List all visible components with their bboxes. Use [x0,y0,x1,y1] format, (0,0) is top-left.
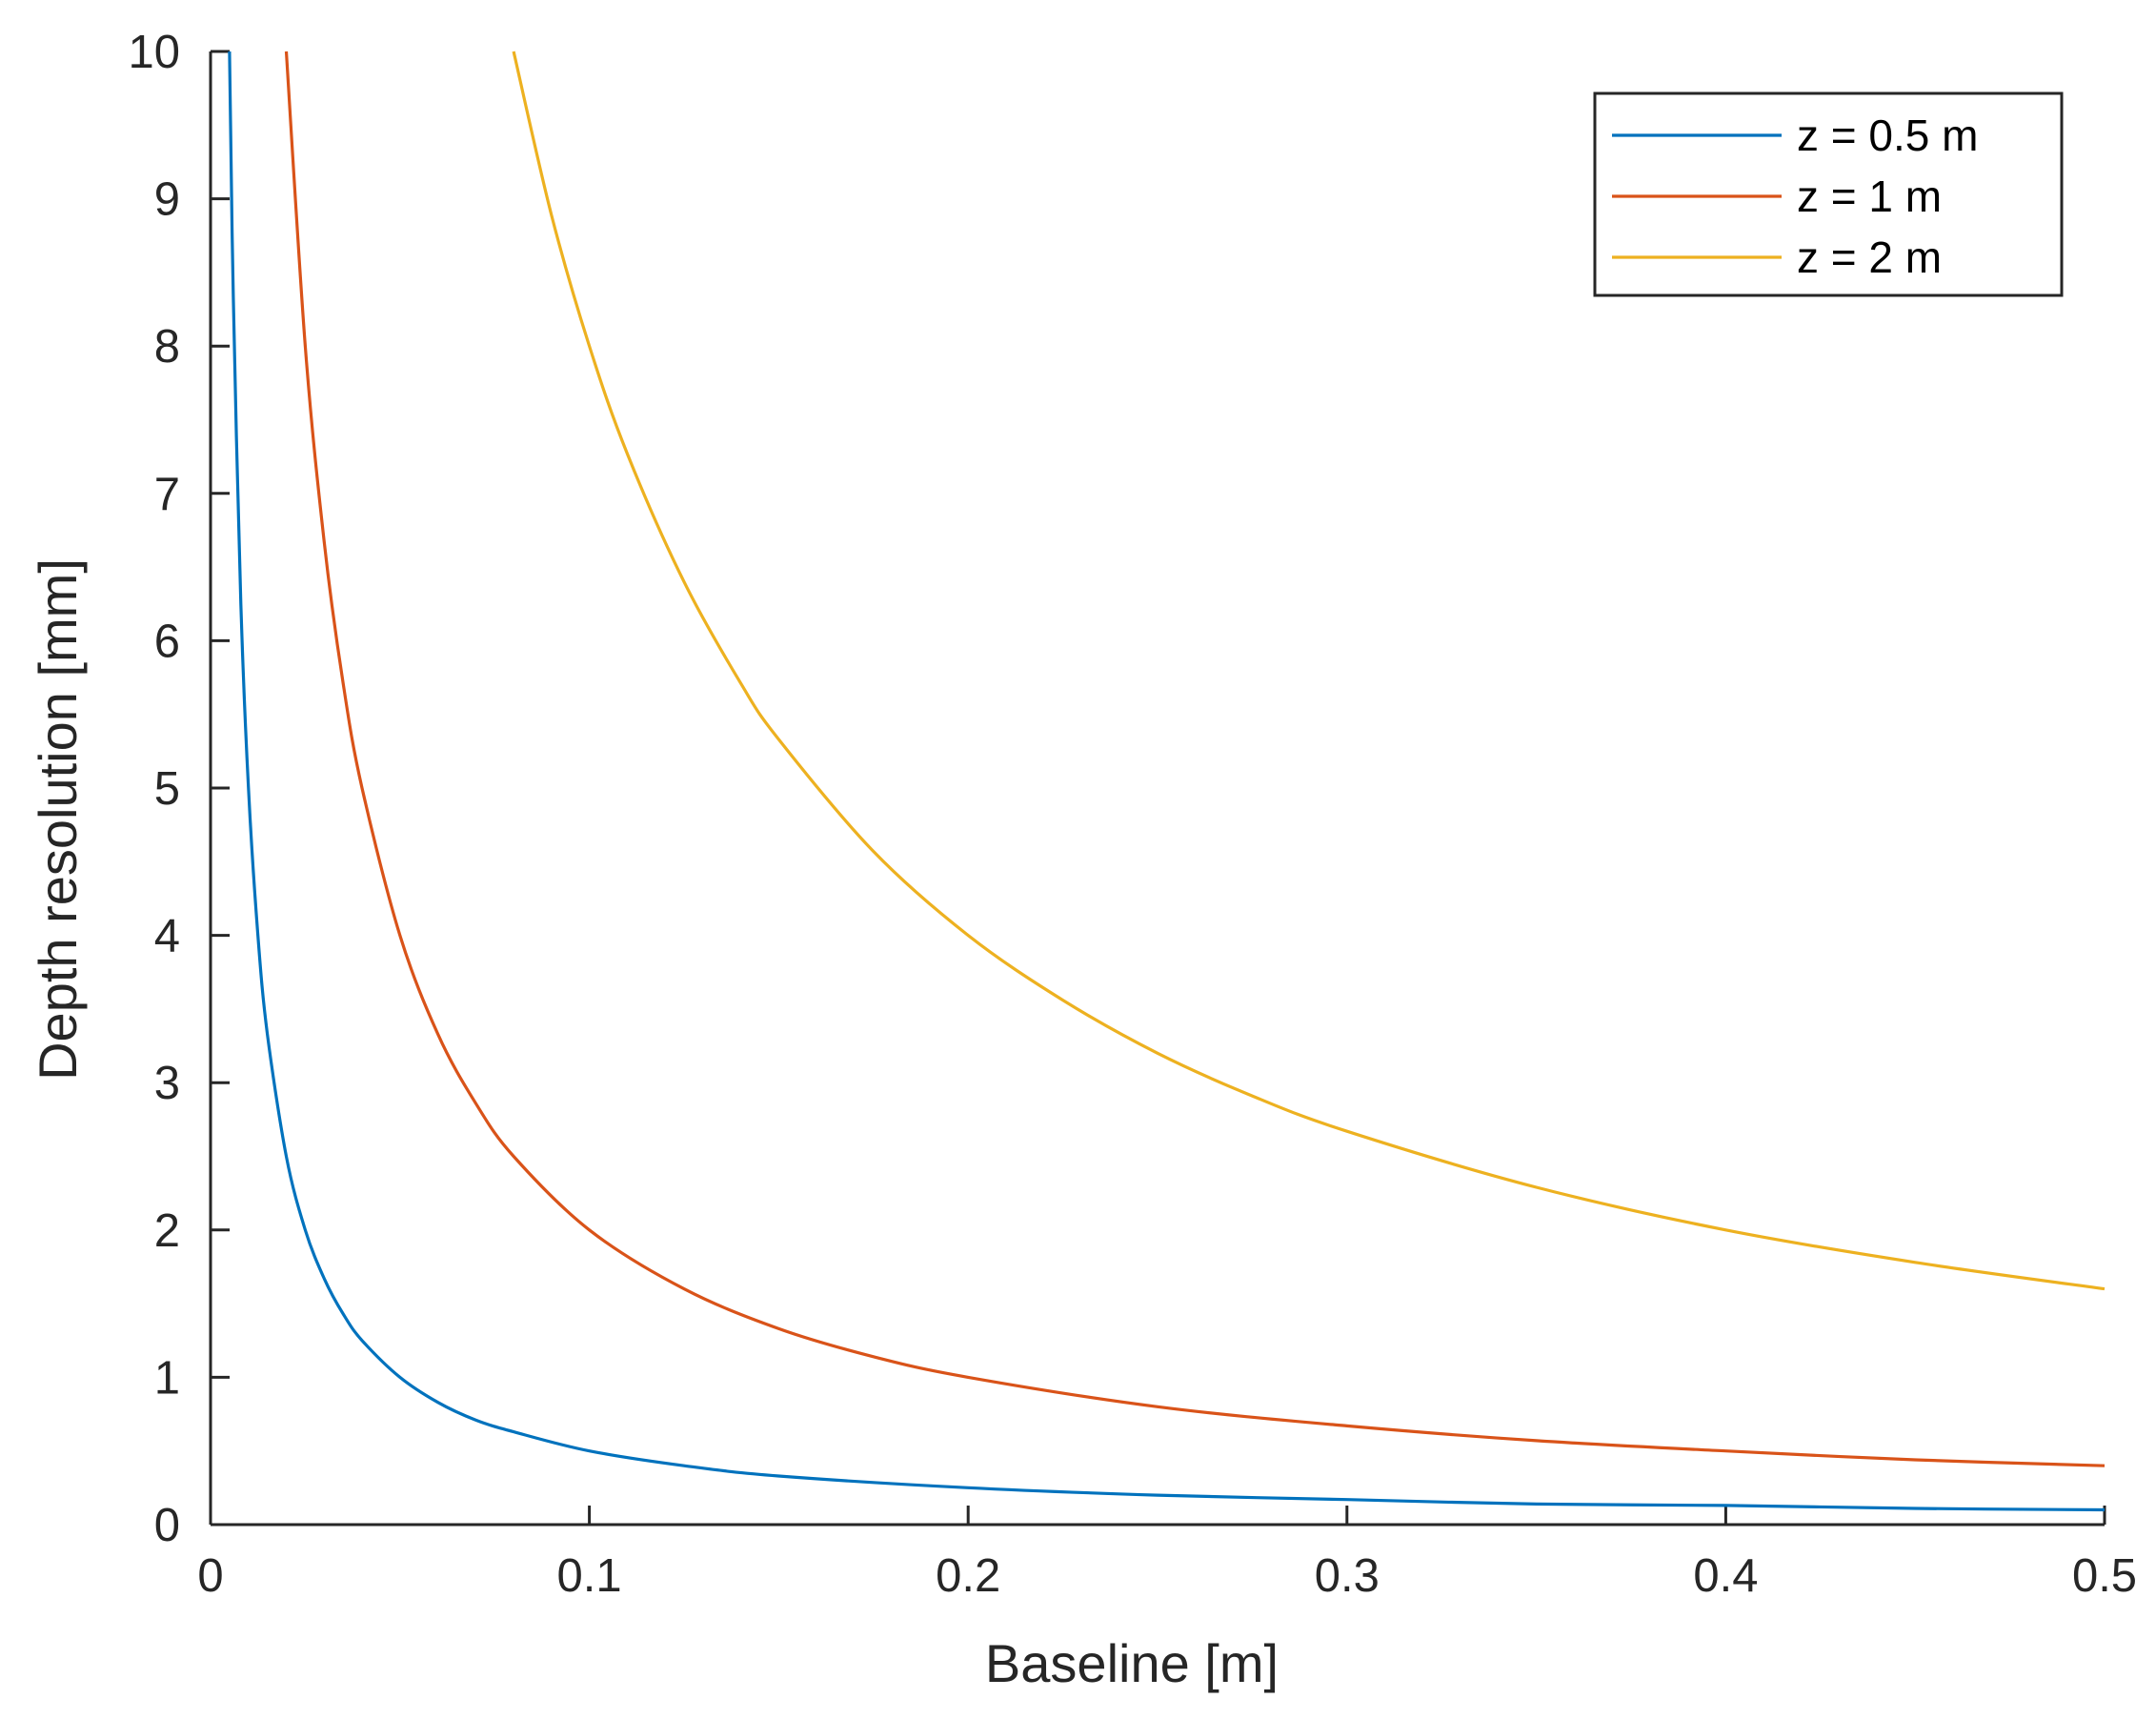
x-axis-title: Baseline [m] [985,1633,1279,1693]
y-tick-label: 8 [154,321,180,373]
y-axis-title: Depth resolution [mm] [28,558,88,1081]
legend-label: z = 1 m [1797,172,1942,221]
y-tick-label: 7 [154,469,180,520]
x-tick-label: 0 [197,1550,223,1602]
y-tick-label: 1 [154,1352,180,1404]
y-axis: 0 1 2 3 4 5 6 7 8 9 10 [128,27,230,1551]
series-line-1 [228,51,2106,1512]
series-line-2 [284,51,2106,1467]
series-line-3 [512,51,2106,1291]
x-tick-label: 0.5 [2072,1550,2137,1602]
y-tick-label: 0 [154,1500,180,1551]
y-tick-label: 3 [154,1058,180,1109]
legend-label: z = 0.5 m [1797,111,1978,160]
y-tick-label: 10 [128,27,180,78]
legend: z = 0.5 m z = 1 m z = 2 m [1593,91,2064,297]
x-tick-label: 0.3 [1315,1550,1380,1602]
y-tick-label: 5 [154,763,180,815]
y-tick-label: 9 [154,174,180,226]
series-layer [228,51,2106,1512]
y-tick-label: 6 [154,616,180,667]
y-tick-label: 2 [154,1205,180,1257]
x-tick-label: 0.1 [557,1550,622,1602]
x-axis: 0 0.1 0.2 0.3 0.4 0.5 [197,1506,2137,1602]
x-tick-label: 0.4 [1693,1550,1758,1602]
x-tick-label: 0.2 [936,1550,1000,1602]
legend-label: z = 2 m [1797,233,1942,282]
legend-box [1593,91,2064,297]
y-tick-label: 4 [154,911,180,962]
